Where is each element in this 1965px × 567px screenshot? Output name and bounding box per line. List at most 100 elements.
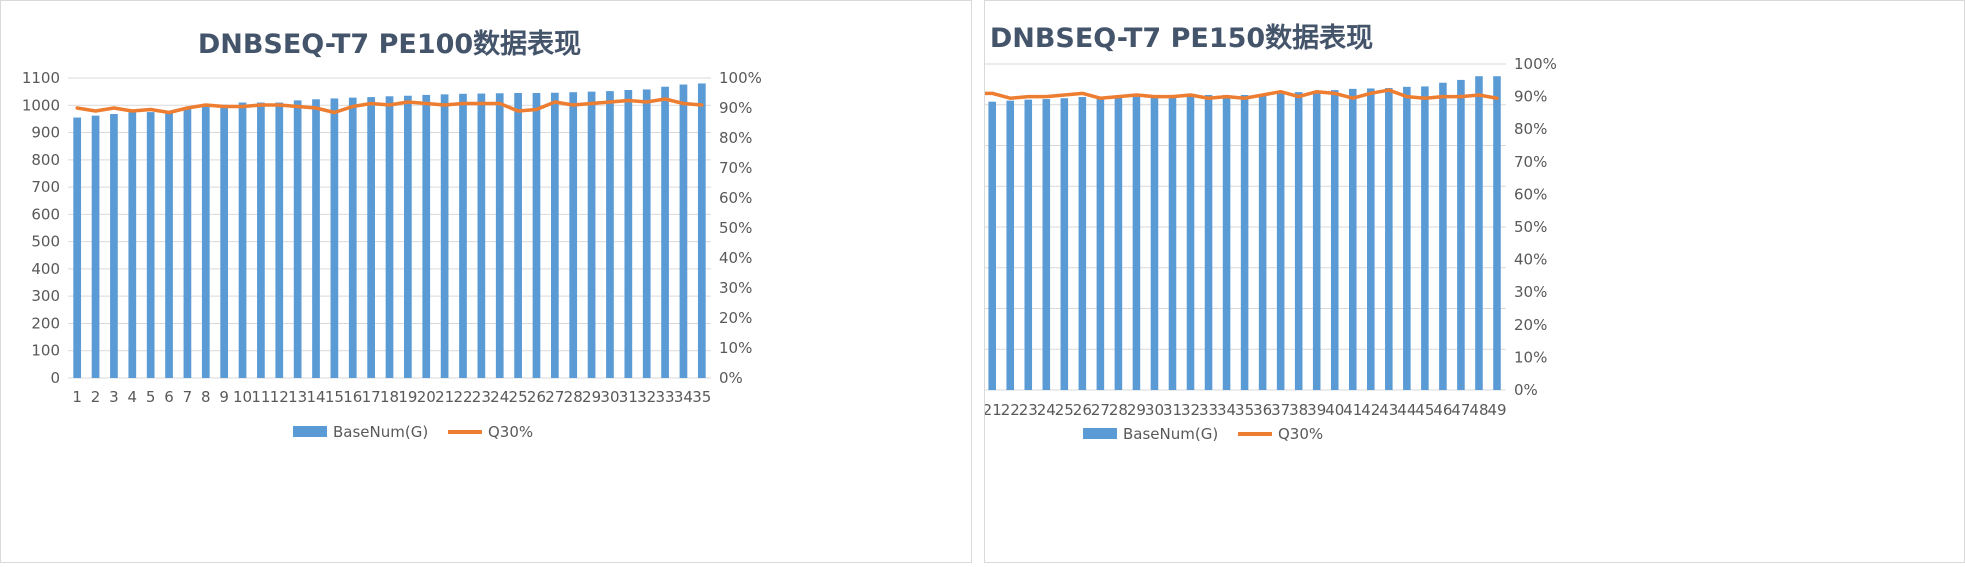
bar <box>238 102 247 378</box>
chart-panel-pe150: DNBSEQ-T7 PE150数据表现020040060080010001200… <box>984 0 1965 563</box>
bar <box>183 108 192 378</box>
bar <box>550 92 559 379</box>
y-right-tick-label: 100% <box>1514 55 1557 73</box>
x-tick-label: 2 <box>91 388 101 406</box>
x-tick-label: 11 <box>251 388 270 406</box>
bar <box>1204 94 1213 390</box>
legend-label-line: Q30% <box>488 423 533 441</box>
x-tick-label: 36 <box>1253 401 1272 419</box>
x-tick-label: 47 <box>1451 401 1470 419</box>
bar <box>385 96 394 378</box>
chart-title: DNBSEQ-T7 PE100数据表现 <box>198 29 581 60</box>
bar <box>532 93 541 378</box>
chart-panel-pe100: DNBSEQ-T7 PE100数据表现 0 100 200 300 400 500 600 70… <box>0 0 972 563</box>
bar <box>220 104 229 379</box>
x-tick-label: 13 <box>288 388 307 406</box>
bar <box>201 105 210 379</box>
x-tick-label: 34 <box>1217 401 1236 419</box>
bar <box>422 94 431 378</box>
bar <box>1403 86 1411 390</box>
x-tick-label: 8 <box>201 388 211 406</box>
bar <box>275 102 284 378</box>
y-right-tick-label: 20% <box>1514 316 1547 334</box>
bar <box>1385 88 1393 390</box>
bar <box>146 112 155 378</box>
bar <box>1330 90 1339 390</box>
y-right-tick-label: 10% <box>1514 348 1547 366</box>
y-left-tick-label: 900 <box>31 124 60 142</box>
x-tick-label: 35 <box>1235 401 1254 419</box>
x-tick-label: 30 <box>1145 401 1164 419</box>
x-tick-label: 31 <box>619 388 638 406</box>
bar <box>330 98 339 379</box>
y-right-tick-label: 80% <box>719 129 752 147</box>
bar <box>1060 98 1069 390</box>
x-tick-label: 33 <box>1199 401 1218 419</box>
bar <box>1312 90 1321 391</box>
y-left-tick-label: 800 <box>31 151 60 169</box>
bar <box>1024 99 1033 390</box>
x-tick-label: 46 <box>1433 401 1452 419</box>
y-right-tick-label: 90% <box>1514 88 1547 106</box>
x-tick-label: 7 <box>183 388 193 406</box>
x-tick-label: 20 <box>417 388 436 406</box>
y-right-tick-label: 40% <box>719 249 752 267</box>
x-tick-label: 19 <box>398 388 417 406</box>
x-tick-label: 45 <box>1415 401 1434 419</box>
x-tick-label: 3 <box>109 388 119 406</box>
bar <box>1421 86 1429 390</box>
bar <box>1168 95 1177 391</box>
x-tick-label: 6 <box>164 388 174 406</box>
chart-title: DNBSEQ-T7 PE150数据表现 <box>990 23 1373 54</box>
y-right-tick-label: 70% <box>719 159 752 177</box>
x-tick-label: 22 <box>453 388 472 406</box>
x-tick-label: 31 <box>1163 401 1182 419</box>
bar <box>1042 99 1051 391</box>
bar <box>1276 93 1285 390</box>
x-tick-label: 44 <box>1397 401 1416 419</box>
x-tick-label: 16 <box>343 388 362 406</box>
bar <box>459 93 467 379</box>
bar <box>1294 92 1303 391</box>
x-tick-label: 28 <box>1109 401 1128 419</box>
y-left-tick-label: 0 <box>50 369 60 387</box>
x-tick-label: 23 <box>472 388 491 406</box>
bar <box>257 102 265 378</box>
bar <box>1096 96 1105 390</box>
bar <box>606 91 614 378</box>
y-right-tick-label: 100% <box>719 69 762 87</box>
y-right-tick-label: 30% <box>719 279 752 297</box>
x-tick-label: 29 <box>582 388 601 406</box>
bar <box>514 93 522 378</box>
x-tick-label: 17 <box>362 388 381 406</box>
bar <box>348 97 357 379</box>
bar <box>477 93 486 378</box>
x-tick-label: 25 <box>1055 401 1074 419</box>
y-right-tick-label: 10% <box>719 339 752 357</box>
x-tick-label: 26 <box>527 388 546 406</box>
x-tick-label: 24 <box>1037 401 1056 419</box>
x-tick-label: 10 <box>233 388 252 406</box>
x-tick-label: 37 <box>1271 401 1290 419</box>
bar <box>988 101 996 390</box>
y-right-tick-label: 0% <box>1514 381 1538 399</box>
legend-label-bar: BaseNum(G) <box>1123 425 1218 443</box>
bar <box>1240 94 1249 390</box>
x-tick-label: 27 <box>545 388 564 406</box>
x-tick-label: 4 <box>128 388 138 406</box>
x-tick-label: 22 <box>1001 401 1020 419</box>
y-left-tick-label: 100 <box>31 342 60 360</box>
bar <box>587 91 596 379</box>
chart-pe150: DNBSEQ-T7 PE150数据表现020040060080010001200… <box>985 23 1557 443</box>
legend-swatch-bar <box>1083 428 1117 439</box>
bar <box>679 84 688 378</box>
chart-pe100: DNBSEQ-T7 PE100数据表现010020030040050060070… <box>22 29 762 441</box>
x-tick-label: 38 <box>1289 401 1308 419</box>
bar <box>128 112 137 378</box>
y-right-tick-label: 50% <box>1514 218 1547 236</box>
y-left-tick-label: 200 <box>31 314 60 332</box>
x-tick-label: 32 <box>637 388 656 406</box>
x-tick-label: 41 <box>1343 401 1362 419</box>
x-tick-label: 49 <box>1487 401 1506 419</box>
bar <box>1439 82 1447 391</box>
